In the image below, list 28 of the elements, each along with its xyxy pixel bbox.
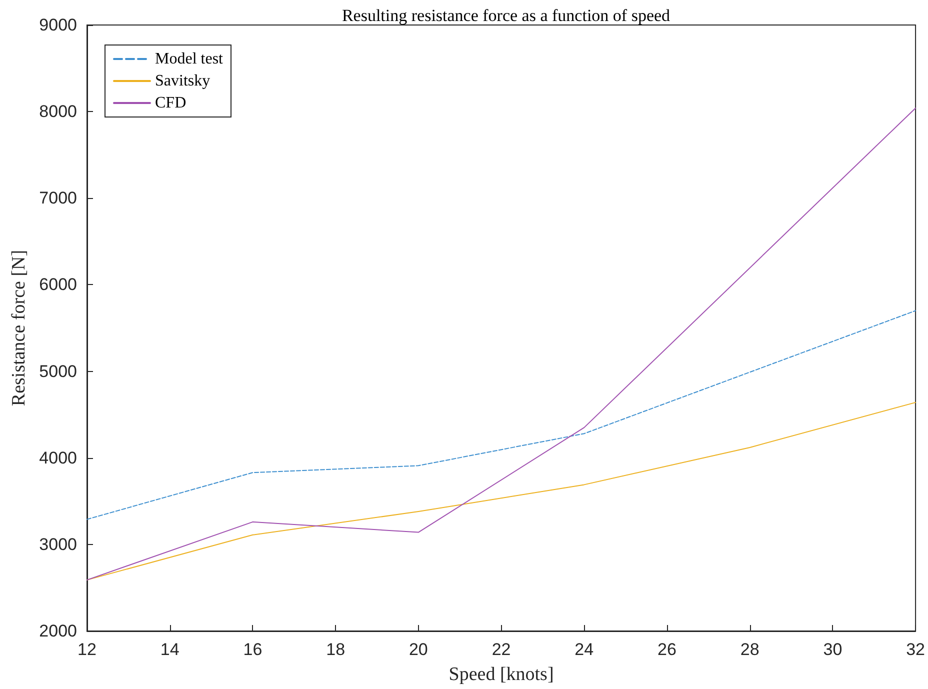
x-tick-label: 24 [574, 640, 594, 659]
x-tick-label: 18 [326, 640, 346, 659]
y-tick-label: 8000 [39, 102, 77, 122]
x-tick-label: 16 [243, 640, 262, 659]
line-series [86, 402, 916, 580]
y-tick-label: 6000 [39, 275, 77, 294]
y-tick-label: 9000 [39, 16, 77, 34]
x-tick-label: 30 [823, 640, 842, 659]
x-tick-label: 14 [160, 640, 180, 659]
y-axis-title: Resistance force [N] [8, 250, 30, 406]
y-tick-label: 5000 [39, 362, 77, 381]
x-tick-label: 32 [906, 640, 926, 659]
x-axis-title: Speed [knots] [448, 664, 554, 685]
x-tick-label: 22 [492, 640, 511, 659]
y-tick-label: 7000 [39, 188, 77, 208]
y-tick-label: 4000 [39, 448, 77, 468]
line-series [86, 108, 916, 580]
line-series [86, 310, 916, 520]
y-tick-label: 3000 [39, 534, 77, 554]
x-tick-label: 12 [78, 640, 96, 659]
legend-label: Savitsky [155, 72, 210, 90]
x-tick-label: 28 [740, 640, 760, 659]
y-tick-label: 2000 [39, 622, 77, 640]
x-tick-label: 26 [658, 640, 676, 659]
legend-label: Model test [155, 50, 224, 68]
x-tick-label: 20 [408, 640, 428, 659]
chart-title: Resulting resistance force as a function of speed [342, 6, 671, 25]
legend-label: CFD [155, 94, 186, 112]
